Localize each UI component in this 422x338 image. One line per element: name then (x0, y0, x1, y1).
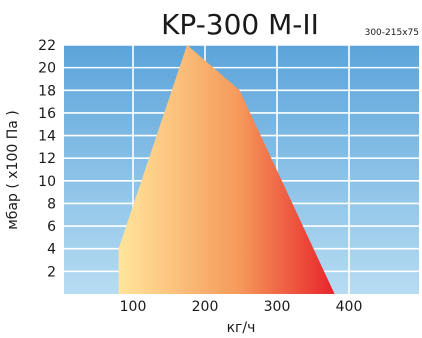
x-tick-label: 100 (120, 299, 147, 315)
y-tick-label: 6 (47, 219, 56, 235)
y-tick-label: 2 (47, 264, 56, 280)
x-tick-label: 200 (192, 299, 219, 315)
y-tick-label: 8 (47, 196, 56, 212)
y-tick-label: 16 (38, 106, 56, 122)
y-tick-label: 18 (38, 83, 56, 99)
y-tick-label: 14 (38, 129, 56, 145)
y-tick-label: 4 (47, 242, 56, 258)
x-axis-label: кг/ч (227, 320, 256, 336)
operating-range-area (118, 45, 335, 294)
y-axis-ticks: 2 4 6 8 10 12 14 16 18 20 22 (38, 38, 56, 280)
chart-subtitle: 300-215x75 (365, 28, 419, 38)
x-axis-ticks: 100 200 300 400 (120, 299, 363, 315)
x-tick-label: 300 (264, 299, 291, 315)
y-tick-label: 22 (38, 38, 56, 54)
y-tick-label: 12 (38, 151, 56, 167)
chart-title: KP-300 M-II (161, 8, 319, 41)
y-axis-label: мбар ( х100 Па ) (5, 110, 21, 230)
y-tick-label: 10 (38, 174, 56, 190)
x-tick-label: 400 (336, 299, 363, 315)
y-tick-label: 20 (38, 61, 56, 77)
